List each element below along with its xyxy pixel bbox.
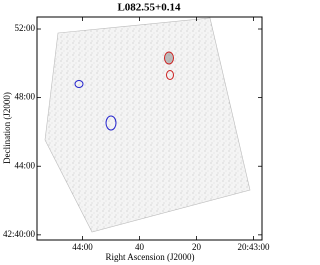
x-axis-label: Right Ascension (J2000) [106,252,195,262]
x-tick-label: 40 [135,242,145,252]
x-tick-label: 20:43:00 [237,242,270,252]
y-tick-label: 48:00 [14,92,35,102]
y-tick-label: 52:00 [14,23,35,33]
region-ellipse [166,70,174,80]
region-ellipse [74,80,84,88]
sky-image [44,17,251,233]
x-tick-label: 20 [192,242,202,252]
y-tick-label: 44:00 [14,160,35,170]
y-tick-label: 42:40:00 [3,229,36,239]
chart: L082.55+0.14 Right Ascension (J2000) Dec… [2,2,270,263]
x-tick-label: 44:00 [72,242,93,252]
region-ellipse [105,115,117,131]
region-ellipse [164,51,174,65]
y-axis-label: Declination (J2000) [2,92,12,164]
chart-title: L082.55+0.14 [117,2,181,14]
